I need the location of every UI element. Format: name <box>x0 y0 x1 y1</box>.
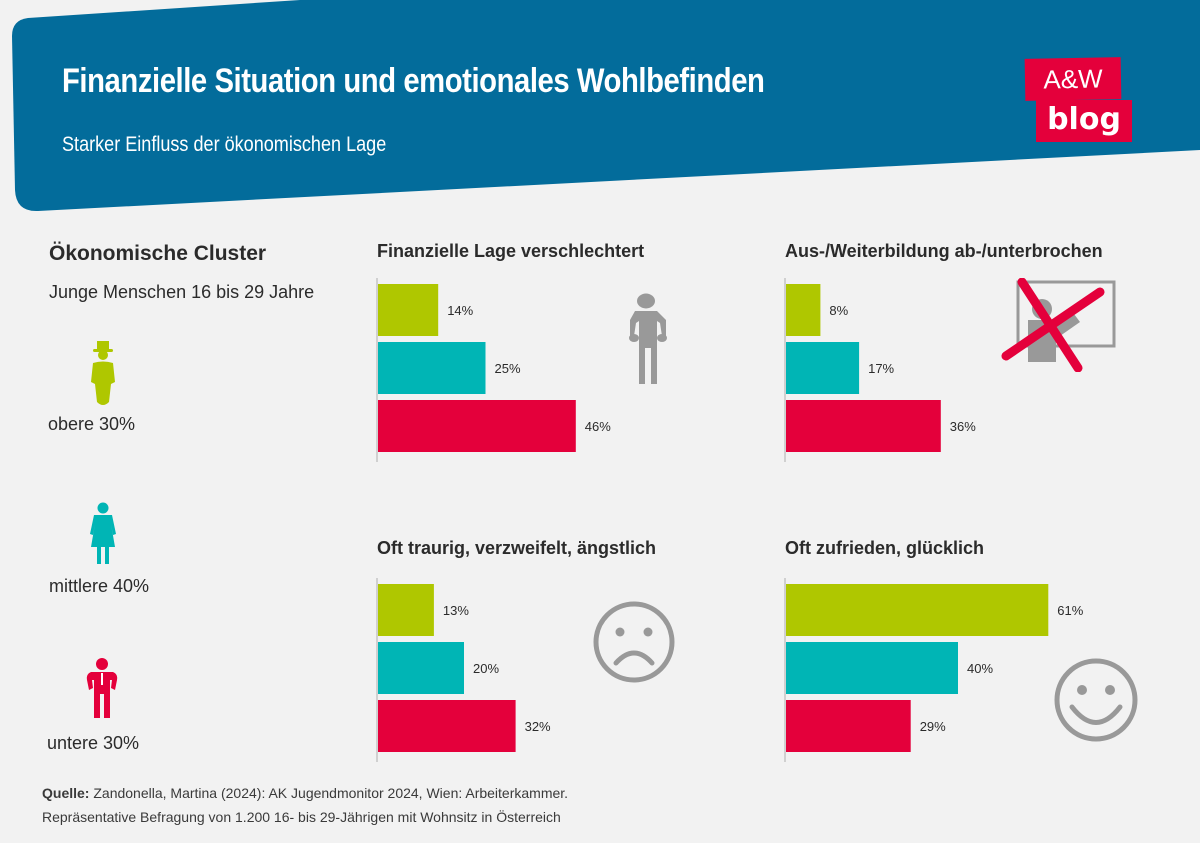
bar-value-label: 46% <box>585 419 611 434</box>
bar-value-label: 40% <box>967 661 993 676</box>
bar-obere <box>786 584 1049 636</box>
page-subtitle: Starker Einfluss der ökonomischen Lage <box>62 133 387 156</box>
panel-title-financial: Finanzielle Lage verschlechtert <box>377 241 645 261</box>
source-line1: Quelle: Zandonella, Martina (2024): AK J… <box>42 781 568 805</box>
bar-mittlere <box>786 642 958 694</box>
page-title: Finanzielle Situation und emotionales Wo… <box>62 62 765 100</box>
sad-face-icon <box>593 601 675 683</box>
panel-title-education: Aus-/Weiterbildung ab-/unterbrochen <box>785 241 1103 261</box>
bar-untere <box>786 700 911 752</box>
panel-title-happy: Oft zufrieden, glücklich <box>785 538 985 558</box>
chart-financial: 14% 25% 46% <box>376 278 611 462</box>
source-line2: Repräsentative Befragung von 1.200 16- b… <box>42 809 561 825</box>
bar-untere <box>378 400 576 452</box>
bar-value-label: 17% <box>868 361 894 376</box>
bar-value-label: 8% <box>829 303 848 318</box>
bar-mittlere <box>378 642 464 694</box>
bar-mittlere <box>786 342 860 394</box>
source-note: Quelle: Zandonella, Martina (2024): AK J… <box>42 781 568 829</box>
bar-untere <box>786 400 941 452</box>
chart-happy: 61% 40% 29% <box>784 578 1084 762</box>
bar-obere <box>378 584 434 636</box>
crossed-out-teacher-icon <box>1001 278 1116 372</box>
bar-value-label: 29% <box>920 719 946 734</box>
bar-value-label: 13% <box>443 603 469 618</box>
bar-mittlere <box>378 342 486 394</box>
bar-obere <box>378 284 439 336</box>
bar-value-label: 14% <box>447 303 473 318</box>
panel-title-sad: Oft traurig, verzweifelt, ängstlich <box>377 538 657 558</box>
bar-obere <box>786 284 821 336</box>
woman-icon <box>90 502 116 564</box>
bar-value-label: 61% <box>1057 603 1083 618</box>
bar-value-label: 32% <box>525 719 551 734</box>
header-banner <box>12 0 1200 212</box>
source-citation: Zandonella, Martina (2024): AK Jugendmon… <box>89 785 569 801</box>
chart-sad: 13% 20% 32% <box>376 578 551 762</box>
cluster-heading: Ökonomische Cluster <box>49 242 267 265</box>
bar-value-label: 36% <box>950 419 976 434</box>
cluster-label-lower: untere 30% <box>47 733 140 753</box>
bar-untere <box>378 700 516 752</box>
logo-line2: blog <box>1036 100 1132 142</box>
man-with-top-hat-icon <box>91 341 115 405</box>
chart-education: 8% 17% 36% <box>784 278 976 462</box>
man-with-tie-icon <box>86 658 118 718</box>
happy-face-icon <box>1054 658 1138 742</box>
cluster-label-upper: obere 30% <box>48 414 136 434</box>
logo-line1: A&W <box>1024 57 1122 101</box>
aw-blog-logo: A&W blog <box>1023 56 1133 146</box>
cluster-label-middle: mittlere 40% <box>49 576 150 596</box>
bar-value-label: 20% <box>473 661 499 676</box>
cluster-subheading: Junge Menschen 16 bis 29 Jahre <box>49 282 315 302</box>
source-label: Quelle: <box>42 785 90 801</box>
bar-value-label: 25% <box>495 361 521 376</box>
empty-pockets-person-icon <box>629 293 667 384</box>
